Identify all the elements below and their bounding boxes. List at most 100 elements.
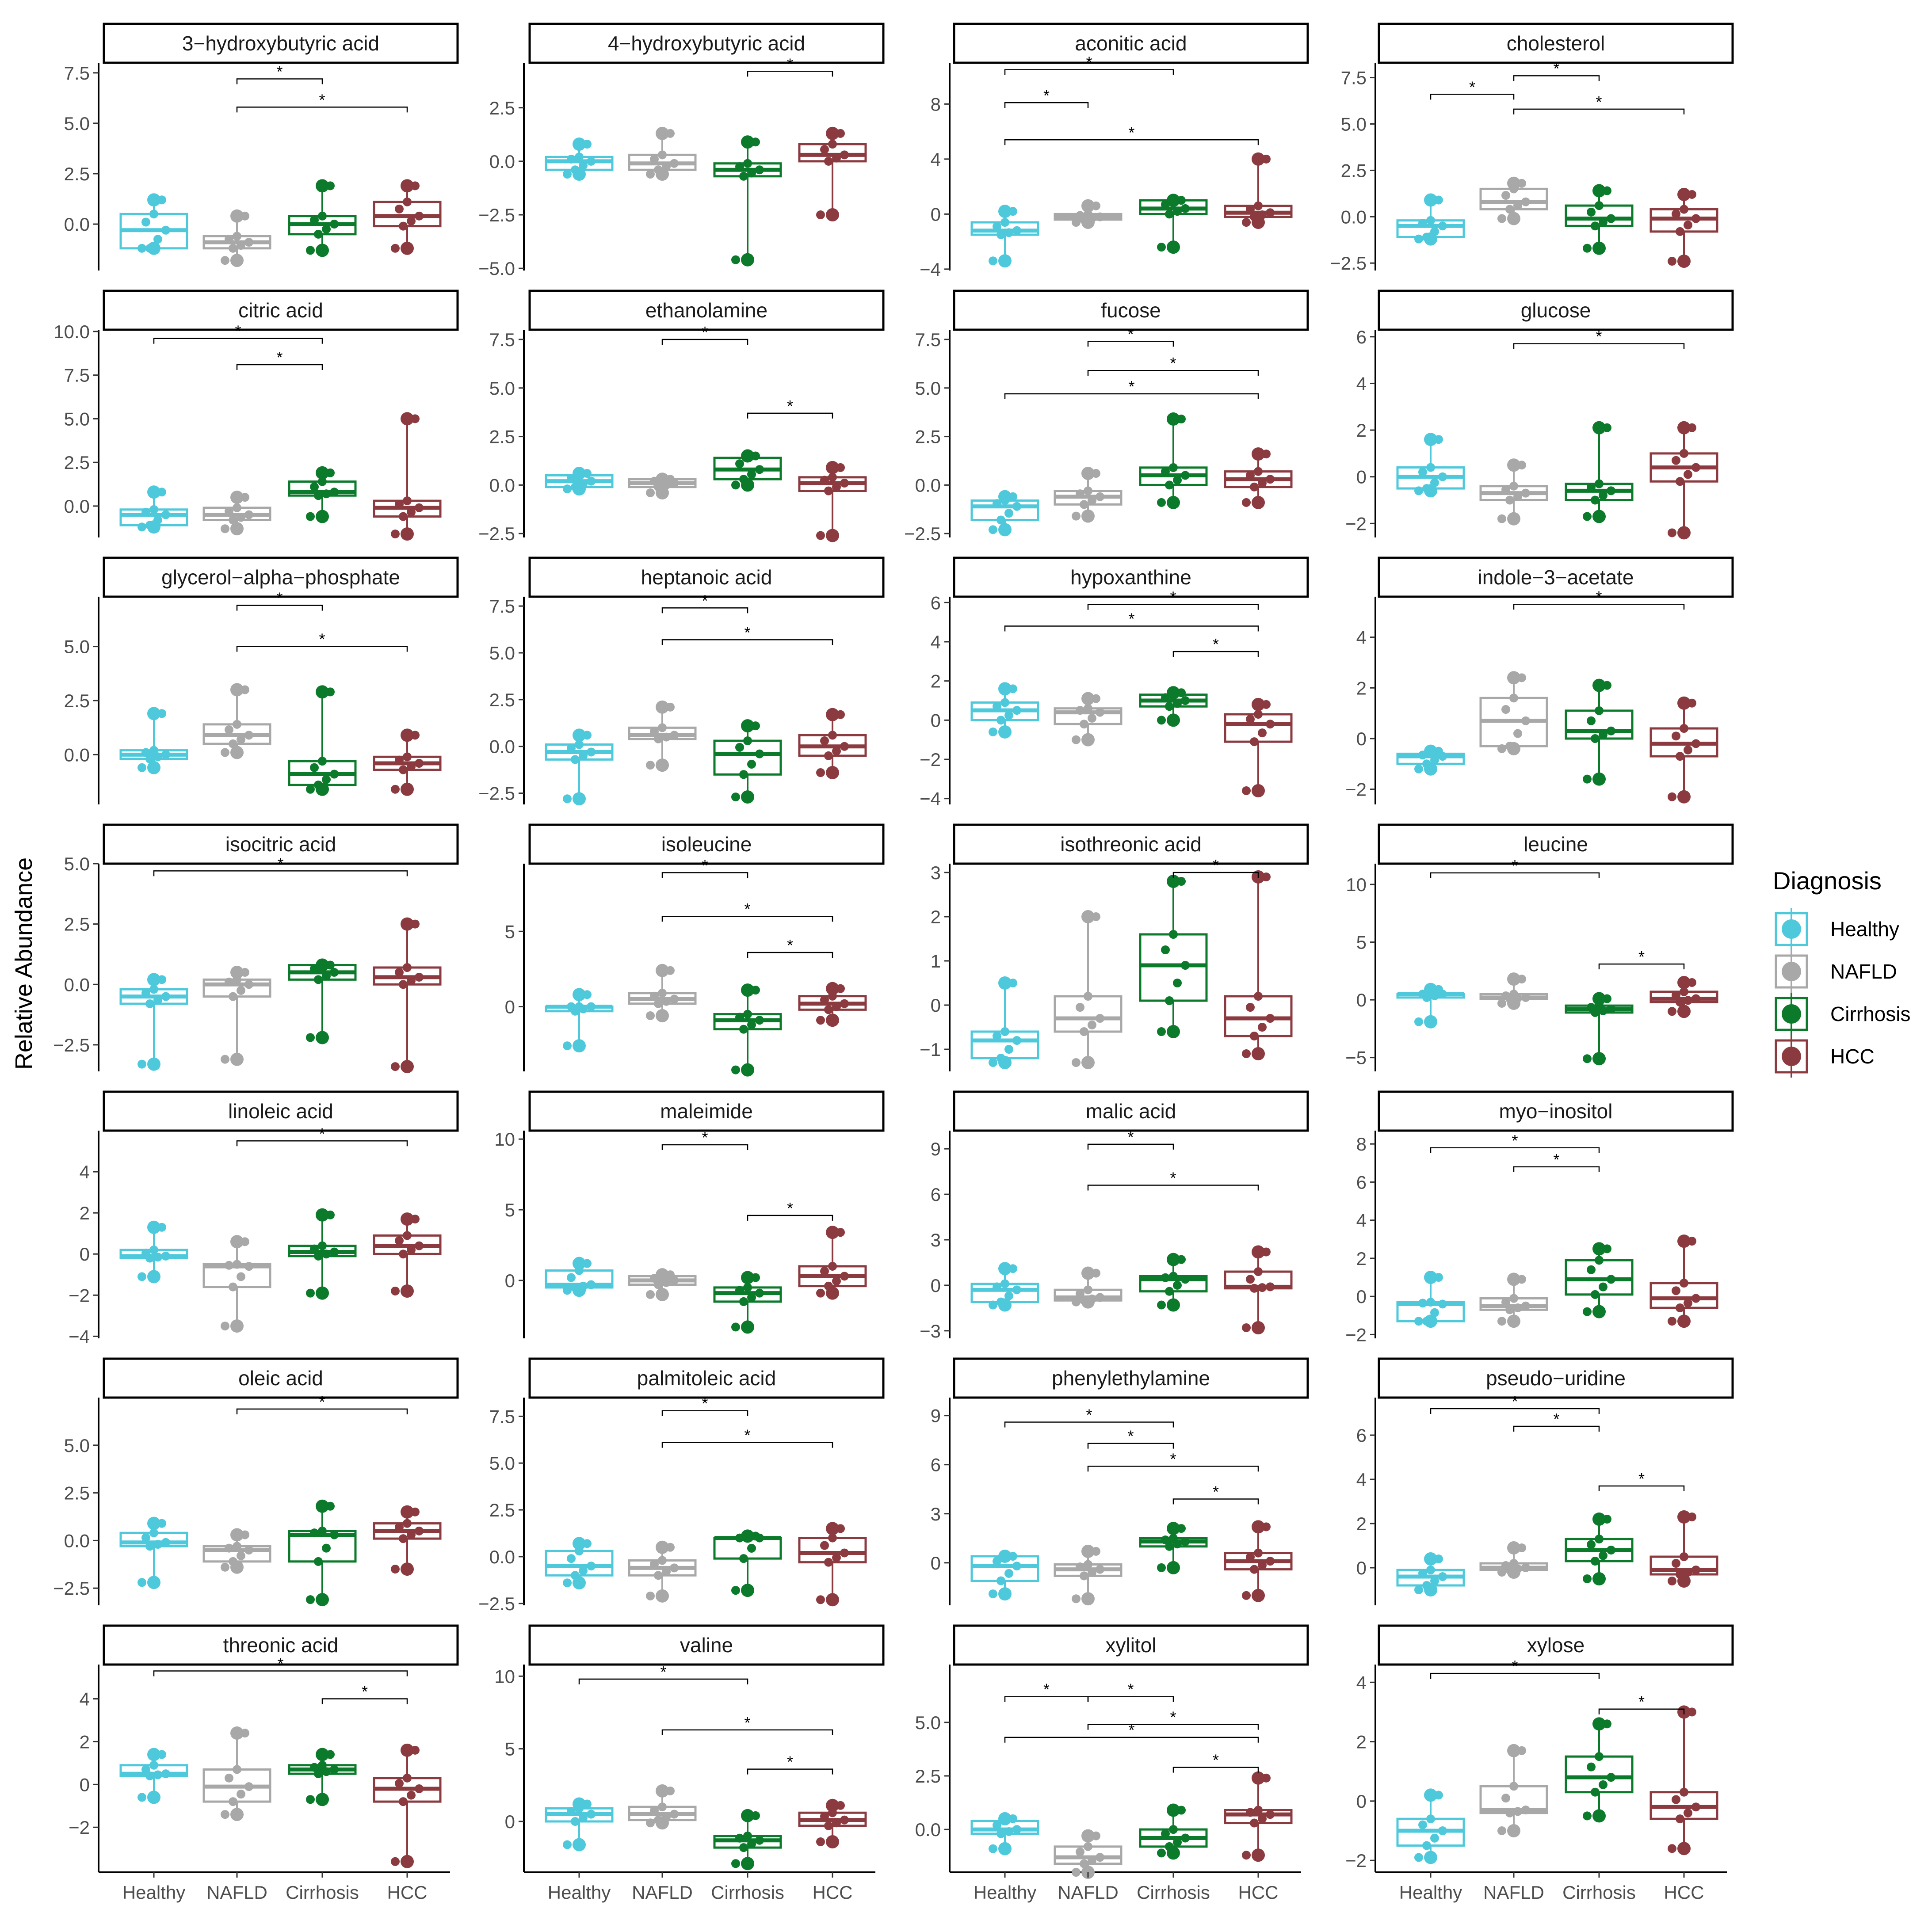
data-point <box>747 1839 756 1848</box>
bracket-line <box>661 639 833 645</box>
data-point <box>1497 214 1506 223</box>
data-point <box>1607 1773 1615 1782</box>
significance-bracket: * <box>1087 1128 1174 1150</box>
data-point <box>1595 706 1604 715</box>
min-point <box>573 167 586 181</box>
box-nafld <box>202 1235 271 1333</box>
data-point <box>1157 1563 1166 1572</box>
data-point <box>1680 449 1688 458</box>
significance-star: * <box>744 623 750 641</box>
data-point <box>1676 1303 1684 1313</box>
box-healthy <box>970 1812 1039 1855</box>
panel-title: isocitric acid <box>225 833 336 856</box>
data-point <box>322 1250 331 1259</box>
data-point <box>1668 1007 1676 1016</box>
panel: glycerol−alpha−phosphate 5.0 2.5 0.0 * * <box>64 556 459 804</box>
panel-title: glycerol−alpha−phosphate <box>161 566 400 589</box>
data-point <box>1157 1300 1166 1310</box>
y-tick-label: −2.5 <box>53 1578 90 1599</box>
max-point <box>1507 458 1520 472</box>
data-point <box>1169 463 1178 472</box>
bracket-line <box>236 1140 408 1147</box>
data-point <box>1426 1566 1435 1574</box>
data-point <box>1072 218 1081 227</box>
data-point <box>646 1818 655 1828</box>
bracket-line <box>661 1410 748 1416</box>
box-nafld <box>628 126 697 181</box>
data-point <box>1173 1838 1182 1847</box>
data-point <box>1426 463 1435 472</box>
data-point <box>1418 218 1427 228</box>
significance-bracket: * <box>661 591 748 613</box>
box-healthy <box>119 193 188 255</box>
data-point <box>1438 221 1447 231</box>
data-point <box>1161 1535 1170 1544</box>
max-point <box>1424 193 1437 207</box>
data-point <box>1509 1559 1518 1568</box>
significance-star: * <box>702 856 708 874</box>
data-point <box>233 720 241 729</box>
data-point <box>1668 528 1676 537</box>
data-point <box>141 748 150 757</box>
x-tick-label: Healthy <box>122 1882 185 1903</box>
data-point <box>1684 996 1692 1005</box>
significance-star: * <box>787 1199 793 1217</box>
min-point <box>741 790 754 804</box>
legend-key-dot <box>1782 962 1801 981</box>
data-point <box>1076 1289 1084 1298</box>
data-point <box>244 238 253 247</box>
min-point <box>998 1842 1012 1855</box>
min-point <box>1081 733 1095 747</box>
data-point <box>1501 1561 1510 1570</box>
data-point <box>306 512 315 521</box>
data-point <box>1096 212 1104 221</box>
y-tick-label: −1 <box>920 1039 941 1060</box>
significance-bracket: * <box>1513 59 1600 81</box>
data-point <box>1072 1868 1081 1877</box>
data-point <box>662 997 671 1006</box>
data-point <box>137 522 146 532</box>
significance-bracket: * <box>236 63 323 84</box>
data-point <box>153 995 162 1005</box>
data-point <box>840 742 849 751</box>
max-point <box>1592 678 1606 692</box>
data-point <box>1587 1762 1596 1772</box>
data-point <box>149 1528 158 1538</box>
min-point <box>1167 1298 1180 1312</box>
max-point <box>1252 1245 1265 1259</box>
panel-title: isothreonic acid <box>1060 833 1202 856</box>
data-point <box>1521 993 1530 1002</box>
bracket-line <box>1004 69 1174 75</box>
data-point <box>824 1821 833 1830</box>
significance-bracket: * <box>661 1128 748 1150</box>
data-point <box>1161 467 1170 476</box>
data-point <box>1000 1027 1009 1036</box>
bracket-line <box>661 1442 833 1448</box>
data-point <box>828 140 837 149</box>
data-point <box>415 1784 424 1794</box>
legend-key-dot <box>1782 1004 1801 1024</box>
data-point <box>237 735 245 744</box>
data-point <box>403 1773 412 1783</box>
min-point <box>316 782 329 796</box>
data-point <box>318 1241 327 1250</box>
bracket-line <box>1513 343 1685 349</box>
data-point <box>832 482 841 491</box>
bracket-line <box>1513 1166 1600 1172</box>
data-point <box>1169 1825 1178 1834</box>
y-tick-label: 7.5 <box>489 329 515 350</box>
max-point <box>998 682 1012 696</box>
y-tick-label: 8 <box>1356 1134 1367 1154</box>
data-point <box>1438 472 1447 481</box>
data-point <box>731 1322 740 1332</box>
panel-strip <box>103 823 459 865</box>
data-point <box>145 1771 154 1780</box>
data-point <box>1012 706 1021 715</box>
min-point <box>741 253 754 267</box>
box-hcc <box>1649 1705 1718 1855</box>
bracket-line <box>1513 1425 1600 1432</box>
min-point <box>573 1576 586 1590</box>
data-point <box>1691 1566 1700 1574</box>
bracket-line <box>578 1678 748 1684</box>
data-point <box>1583 244 1592 253</box>
